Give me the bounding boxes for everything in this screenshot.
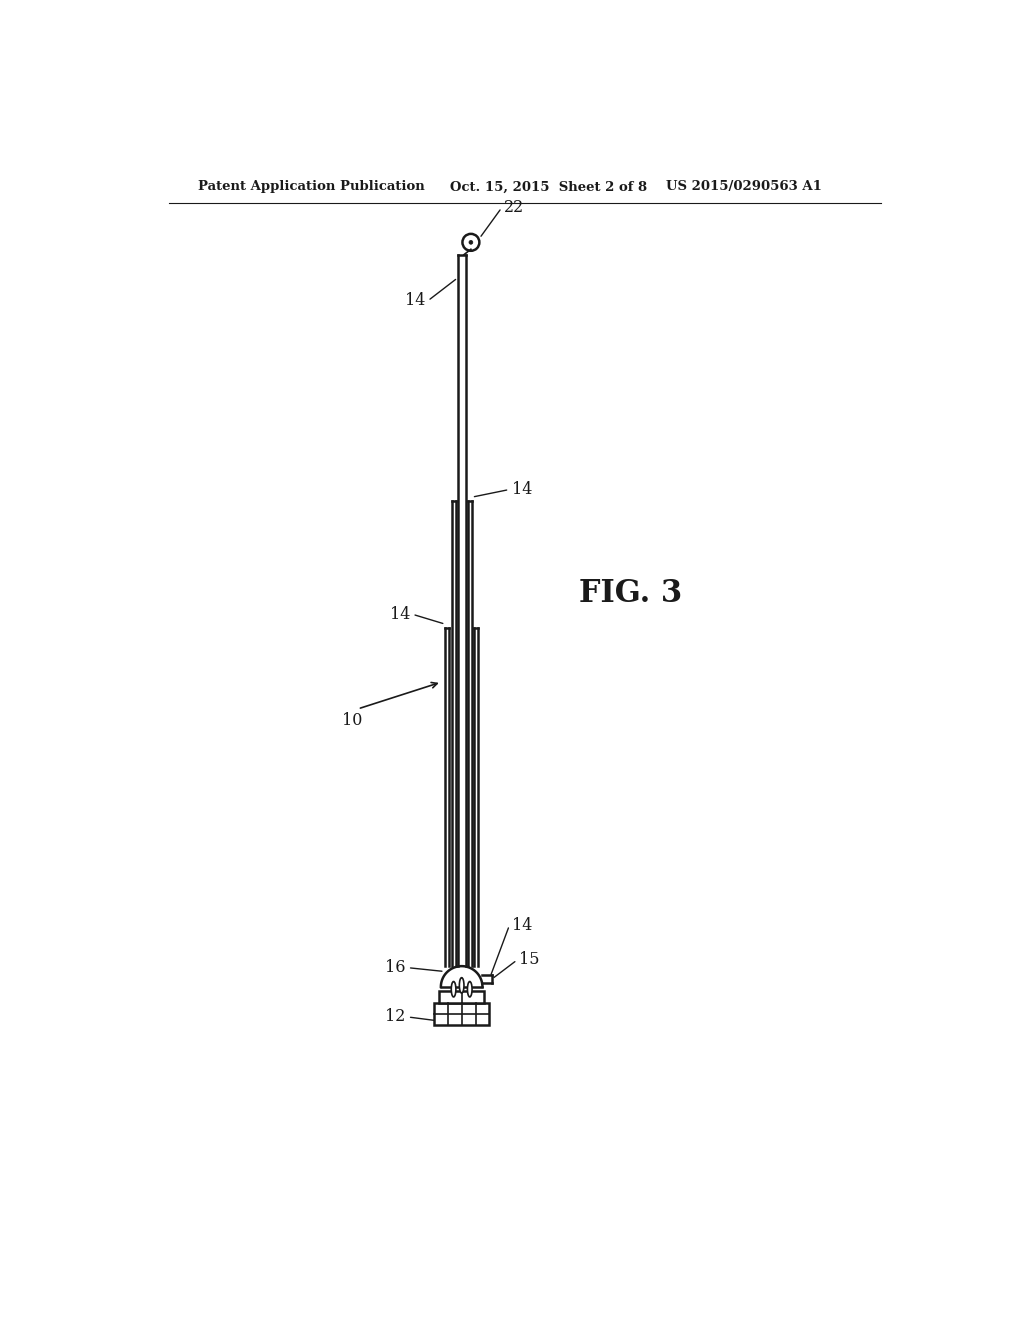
Ellipse shape (452, 982, 456, 997)
Bar (439, 991, 484, 1003)
Text: 12: 12 (385, 1008, 406, 1026)
Bar (434, 1003, 489, 1024)
Ellipse shape (460, 978, 464, 993)
Text: 22: 22 (504, 199, 524, 216)
Text: 14: 14 (512, 480, 532, 498)
Text: 14: 14 (406, 292, 425, 309)
Text: Oct. 15, 2015  Sheet 2 of 8: Oct. 15, 2015 Sheet 2 of 8 (451, 181, 647, 194)
Text: 14: 14 (390, 606, 410, 623)
Text: 14: 14 (512, 917, 532, 933)
Circle shape (469, 240, 473, 244)
Text: 10: 10 (342, 711, 362, 729)
Text: Patent Application Publication: Patent Application Publication (199, 181, 425, 194)
Text: FIG. 3: FIG. 3 (580, 578, 683, 609)
Text: 16: 16 (385, 960, 406, 977)
Text: US 2015/0290563 A1: US 2015/0290563 A1 (666, 181, 821, 194)
Ellipse shape (467, 982, 472, 997)
Text: 15: 15 (519, 952, 540, 969)
